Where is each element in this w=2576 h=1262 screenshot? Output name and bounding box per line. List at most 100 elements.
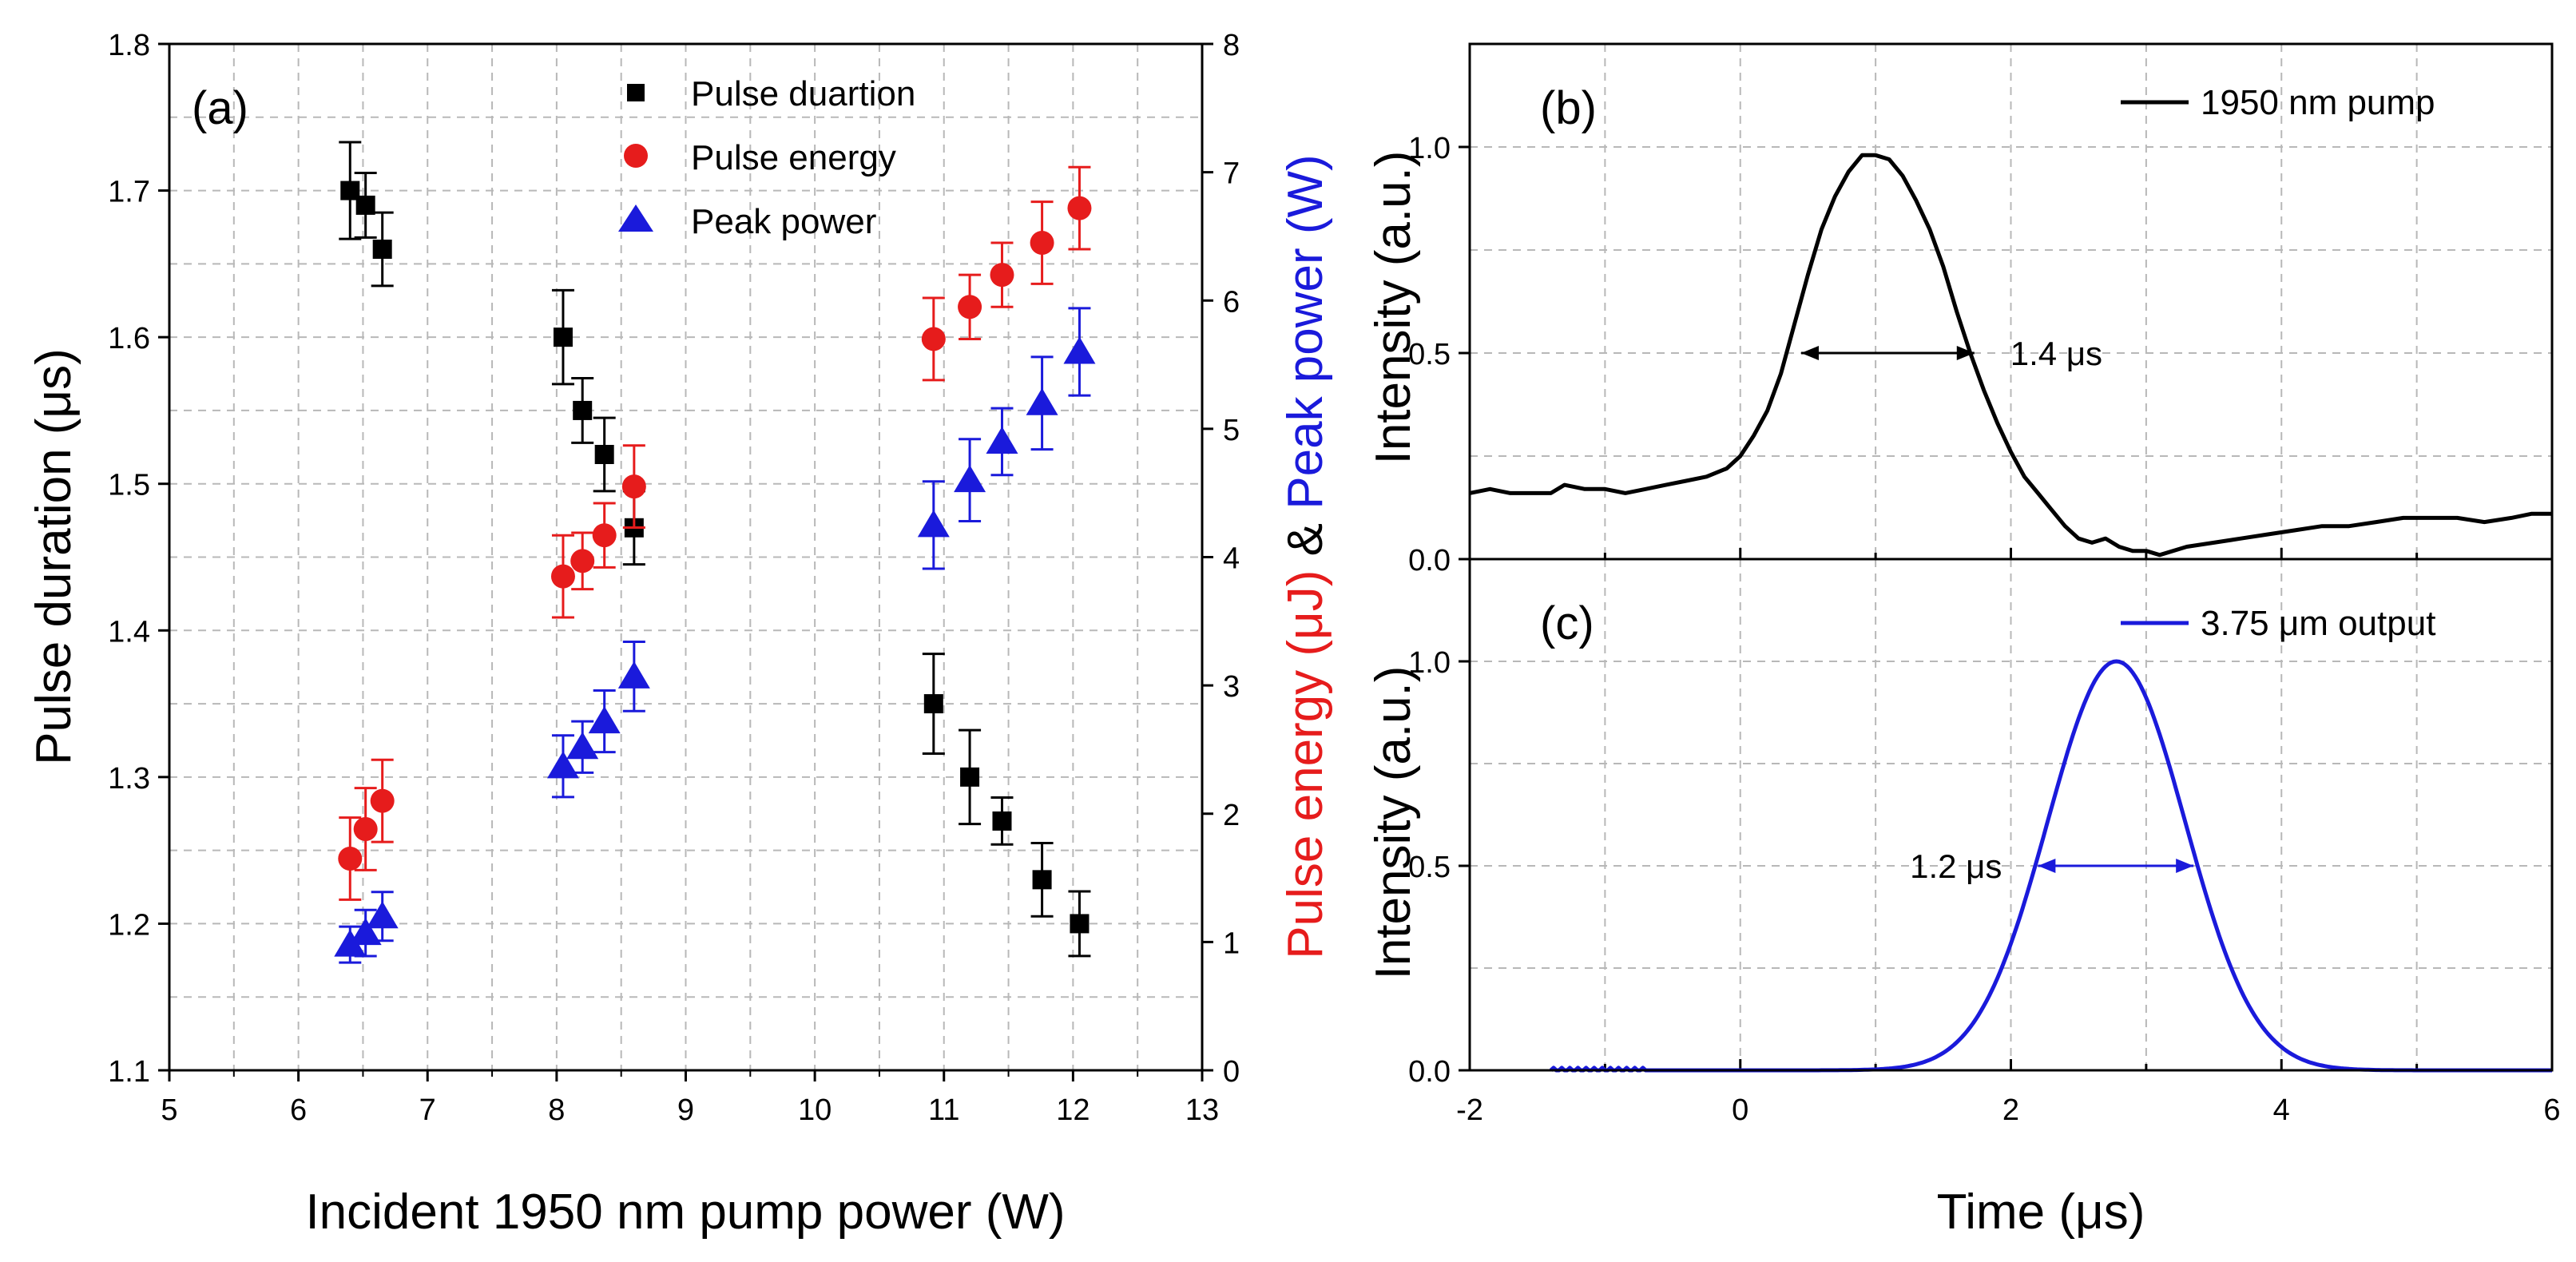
y-right-tick-label: 0 [1223, 1055, 1240, 1089]
x-tick-label: 8 [548, 1093, 565, 1127]
data-point-circle [370, 788, 395, 813]
panel-c-frame [1468, 558, 2554, 1072]
y-right-tick-label: 4 [1223, 542, 1240, 576]
panel-c-y-axis-label: Intensity (a.u.) [1366, 666, 1421, 980]
panel-c: 0.0 0.5 1.0 -2 0 2 4 6 1.2 μs (c) 3.75 μm outpu… [1366, 559, 2561, 1240]
right-label-amp-part: & [1278, 510, 1333, 570]
data-point-triangle [1063, 336, 1096, 364]
y-tick-label: 0.0 [1408, 544, 1451, 577]
x-tick-label: 13 [1185, 1093, 1219, 1127]
x-tick-label: -2 [1456, 1093, 1483, 1127]
y-left-tick-label: 1.3 [108, 762, 150, 796]
y-tick-label: 0.0 [1408, 1055, 1451, 1089]
y-right-tick-label: 3 [1223, 670, 1240, 704]
fwhm-arrowhead-left [1800, 346, 1819, 360]
data-point-circle [1030, 230, 1054, 255]
x-tick-label: 6 [2543, 1093, 2560, 1127]
panel-a-marks [334, 141, 1096, 964]
data-point-square [1070, 914, 1090, 934]
y-left-tick-label: 1.4 [108, 615, 150, 649]
x-tick-label: 4 [2273, 1093, 2290, 1127]
panel-a-right-y-axis-label: Pulse energy (μJ) & Peak power (W) [1278, 154, 1333, 958]
panel-a-ticks: 5 6 7 8 9 10 11 12 131.11.21.31.41.51.61.71.8012… [108, 29, 1240, 1127]
legend-triangle-marker [618, 204, 653, 232]
data-point-circle [353, 817, 378, 842]
panel-c-legend-text: 3.75 μm output [2201, 604, 2435, 643]
data-point-square [960, 767, 980, 787]
data-point-circle [958, 295, 982, 319]
data-point-square [594, 445, 614, 464]
panel-c-grid [1470, 559, 2552, 1070]
data-point-square [992, 811, 1012, 831]
series-pulse-duartion [339, 141, 1091, 958]
legend-pulse-energy: Pulse energy [691, 138, 896, 177]
data-point-triangle [986, 426, 1018, 454]
panel-a-x-axis-label: Incident 1950 nm pump power (W) [305, 1185, 1065, 1240]
data-point-circle [621, 474, 646, 499]
data-point-square [923, 694, 943, 714]
y-tick-label: 1.0 [1408, 646, 1451, 680]
x-tick-label: 11 [928, 1093, 959, 1127]
panel-a-left-y-axis-label: Pulse duration (μs) [26, 348, 81, 765]
y-left-tick-label: 1.7 [108, 176, 150, 209]
data-point-circle [921, 327, 946, 351]
y-left-tick-label: 1.5 [108, 469, 150, 502]
right-label-energy-part: Pulse energy (μJ) [1278, 570, 1333, 959]
y-right-tick-label: 2 [1223, 799, 1240, 832]
data-point-triangle [917, 510, 950, 538]
data-point-triangle [954, 465, 986, 493]
x-tick-label: 9 [677, 1093, 694, 1127]
data-point-triangle [617, 661, 650, 689]
data-point-triangle [1026, 387, 1058, 415]
panel-b-label: (b) [1540, 82, 1597, 134]
panel-b-grid [1470, 44, 2552, 559]
data-point-circle [990, 263, 1014, 288]
panel-a-grid [169, 44, 1202, 1070]
data-point-square [1032, 870, 1052, 890]
legend-pulse-duration: Pulse duartion [691, 74, 915, 113]
y-left-tick-label: 1.2 [108, 908, 150, 942]
y-left-tick-label: 1.6 [108, 322, 150, 355]
fwhm-arrowhead-right [2176, 859, 2194, 873]
legend-square-marker [627, 84, 645, 101]
data-point-triangle [366, 901, 399, 929]
panel-a-label: (a) [192, 82, 248, 134]
y-right-tick-label: 7 [1223, 157, 1240, 191]
y-tick-label: 0.5 [1408, 338, 1451, 371]
y-right-tick-label: 5 [1223, 414, 1240, 447]
series-peak-power [334, 307, 1096, 964]
panel-b-legend-text: 1950 nm pump [2201, 83, 2435, 122]
panel-c-x-axis-label: Time (μs) [1937, 1185, 2145, 1240]
data-point-circle [550, 564, 575, 589]
panel-b-y-axis-label: Intensity (a.u.) [1366, 151, 1421, 465]
data-point-circle [592, 523, 617, 548]
data-point-triangle [588, 706, 621, 734]
y-right-tick-label: 8 [1223, 29, 1240, 62]
panel-c-label: (c) [1540, 597, 1594, 649]
fwhm-annotation: 1.2 μs [1910, 847, 2002, 885]
series-pulse-energy [338, 165, 1092, 901]
x-tick-label: 7 [419, 1093, 436, 1127]
panel-a: 5 6 7 8 9 10 11 12 131.11.21.31.41.51.61.71.8012… [26, 29, 1333, 1240]
panel-c-ticks: 0.0 0.5 1.0 -2 0 2 4 6 [1408, 646, 2560, 1127]
y-right-tick-label: 1 [1223, 927, 1240, 960]
x-tick-label: 0 [1732, 1093, 1748, 1127]
x-tick-label: 12 [1056, 1093, 1090, 1127]
data-point-triangle [546, 751, 579, 779]
y-left-tick-label: 1.8 [108, 29, 150, 62]
pump-pulse-line [1469, 153, 2552, 558]
y-right-tick-label: 6 [1223, 285, 1240, 319]
panel-b-marks: 1.4 μs [1469, 153, 2552, 558]
fwhm-arrowhead-right [1956, 346, 1975, 360]
y-left-tick-label: 1.1 [108, 1055, 150, 1089]
x-tick-label: 5 [161, 1093, 177, 1127]
data-point-circle [570, 549, 595, 573]
legend-circle-marker [624, 144, 648, 168]
y-tick-label: 1.0 [1408, 132, 1451, 165]
panel-b-ticks: 0.0 0.5 1.0 [1408, 132, 2554, 577]
panel-b: 0.0 0.5 1.0 1.4 μs (b) 1950 nm pump Intens… [1366, 44, 2554, 577]
data-point-circle [1067, 196, 1092, 220]
data-point-square [573, 400, 593, 420]
x-tick-label: 6 [290, 1093, 307, 1127]
